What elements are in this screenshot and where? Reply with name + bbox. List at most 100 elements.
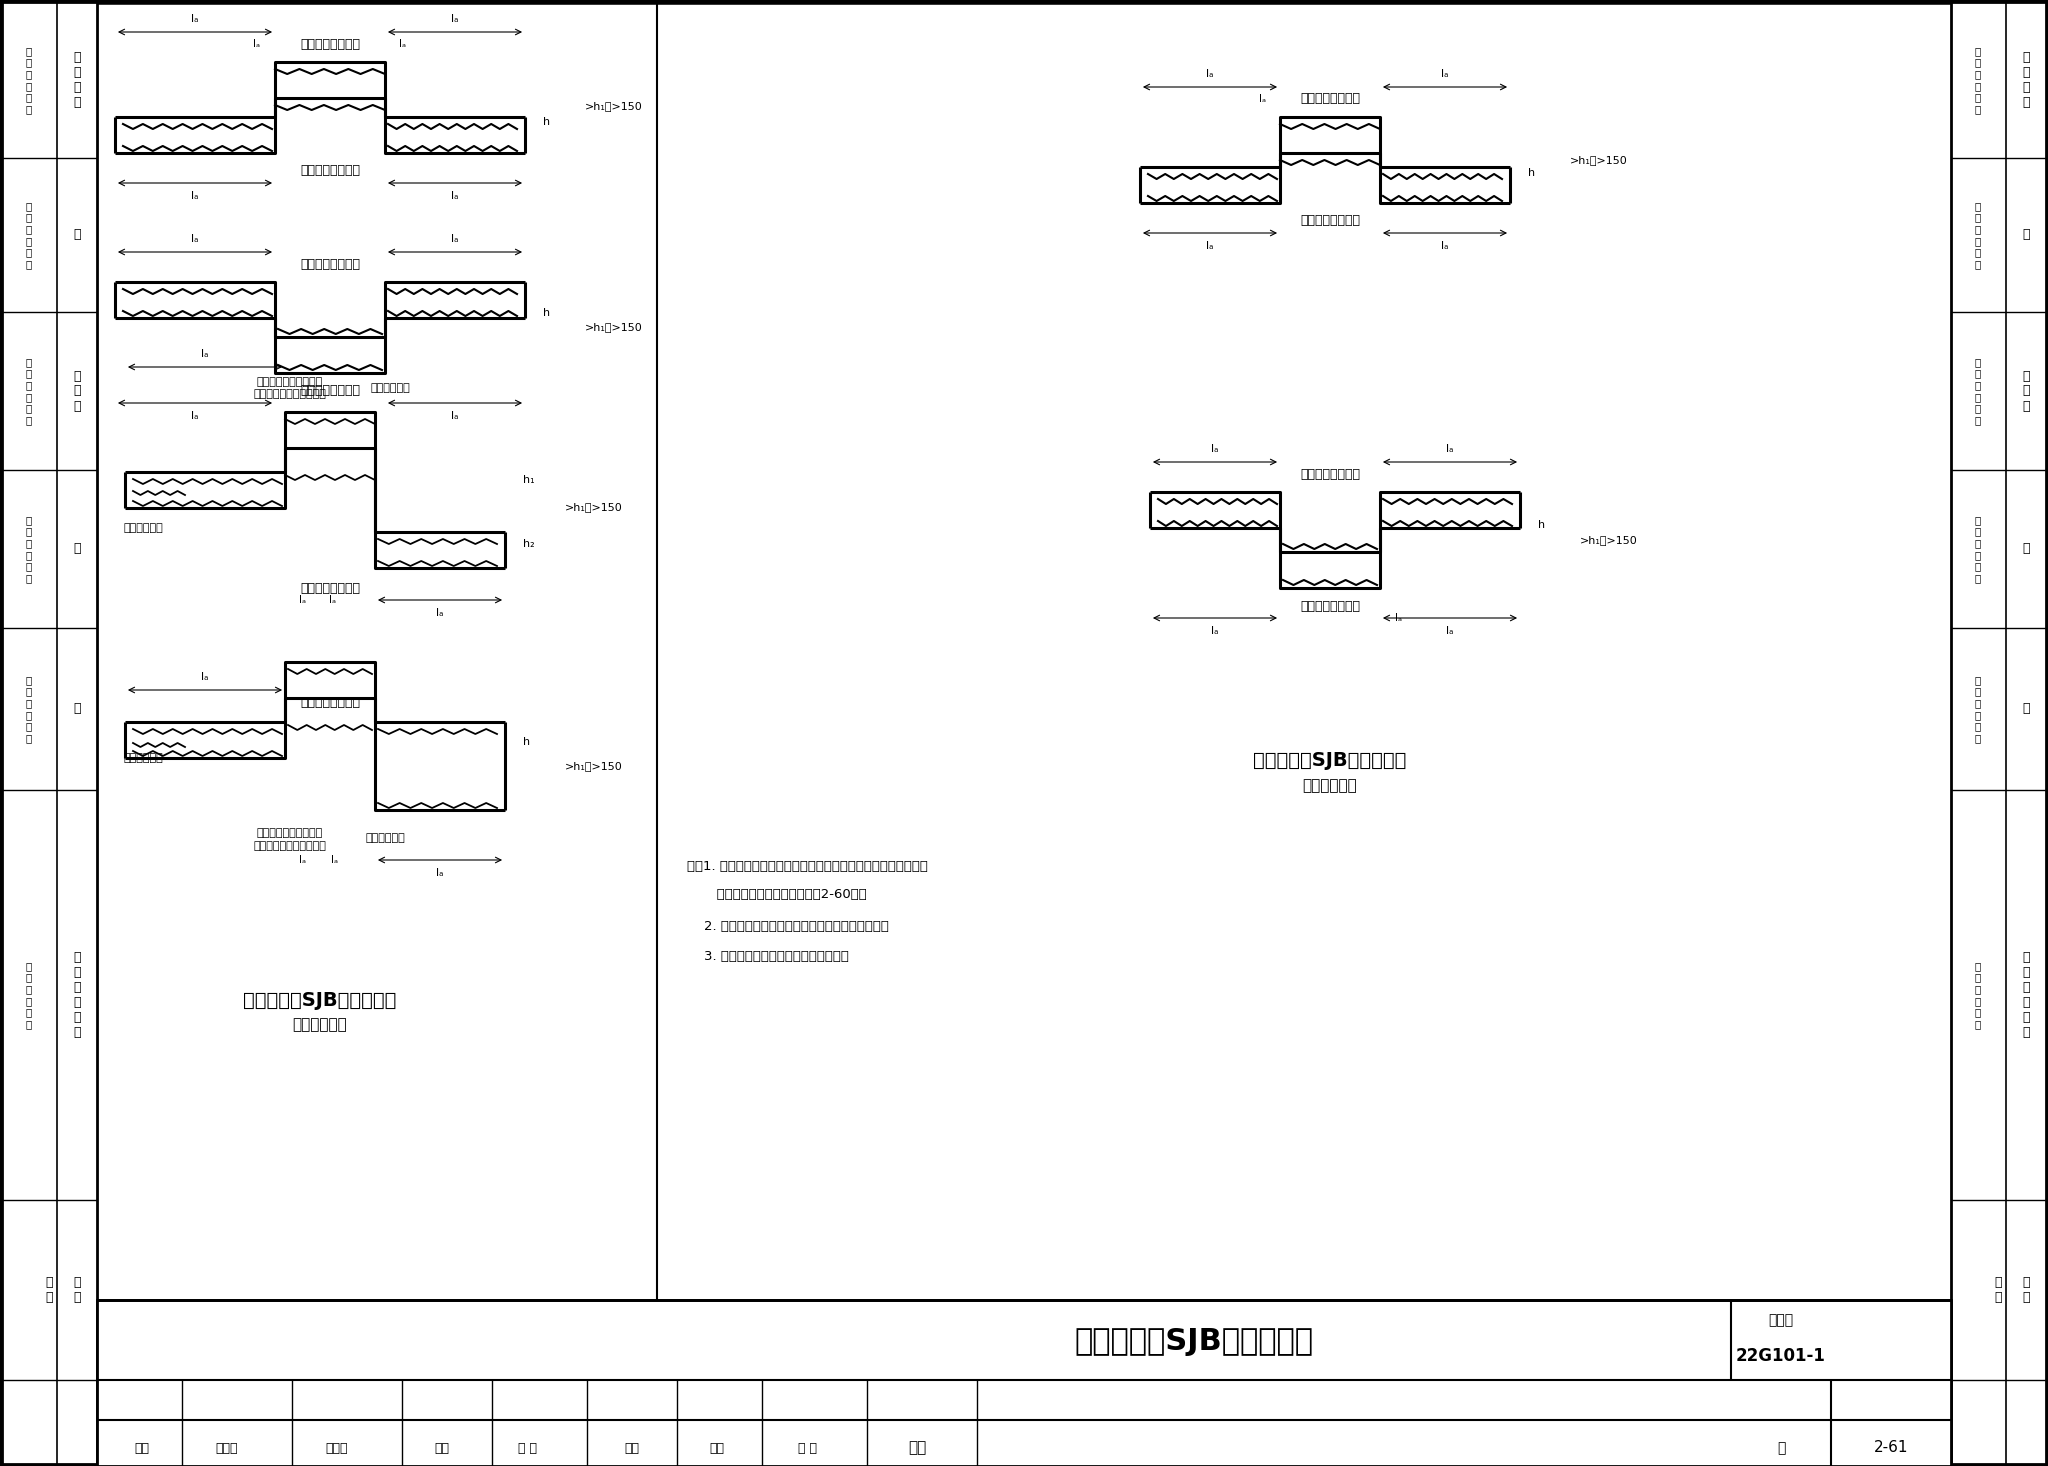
Text: 况，高度大于板厚见本图集第2-60页。: 况，高度大于板厚见本图集第2-60页。 xyxy=(686,888,866,902)
Text: >h₁且>150: >h₁且>150 xyxy=(586,323,643,331)
Text: 剪
力
墙: 剪 力 墙 xyxy=(2021,369,2030,412)
Text: （如不足则需插空补筋）: （如不足则需插空补筋） xyxy=(254,388,326,399)
Text: 梁: 梁 xyxy=(74,542,80,556)
Text: （插空补筋）: （插空补筋） xyxy=(123,754,162,762)
Text: 同板下部同向配筋: 同板下部同向配筋 xyxy=(1300,600,1360,613)
Text: lₐ: lₐ xyxy=(254,40,260,48)
Text: （插空补筋）: （插空补筋） xyxy=(365,833,406,843)
Text: lₐ: lₐ xyxy=(451,410,459,421)
Text: 于成: 于成 xyxy=(625,1441,639,1454)
Text: >h₁且>150: >h₁且>150 xyxy=(565,761,623,771)
Text: h: h xyxy=(1528,169,1536,177)
Text: lₐ: lₐ xyxy=(190,410,199,421)
Text: lₐ: lₐ xyxy=(1210,626,1219,636)
Text: 注：1. 本图构造适用于局部升降板升高与降低的高度小于板厚的情: 注：1. 本图构造适用于局部升降板升高与降低的高度小于板厚的情 xyxy=(686,861,928,872)
Bar xyxy=(2,1,96,1465)
Text: lₐ: lₐ xyxy=(1206,69,1214,79)
Text: 同板下部同向配筋: 同板下部同向配筋 xyxy=(1300,214,1360,227)
Text: lₐ: lₐ xyxy=(1395,613,1401,623)
Text: lₐ: lₐ xyxy=(332,855,338,865)
Text: （侧边为梁）: （侧边为梁） xyxy=(1303,778,1358,793)
Text: 标
准
构
造
详
图: 标 准 构 造 详 图 xyxy=(27,515,33,583)
Text: 剪
力
墙: 剪 力 墙 xyxy=(74,369,80,412)
Text: 同板上部同向配筋: 同板上部同向配筋 xyxy=(299,695,360,708)
Text: 同板下部同向配筋: 同板下部同向配筋 xyxy=(299,164,360,177)
Text: 附
录: 附 录 xyxy=(45,1275,53,1303)
Text: lₐ: lₐ xyxy=(451,15,459,23)
Bar xyxy=(96,1300,1952,1466)
Text: lₐ: lₐ xyxy=(1446,444,1454,454)
Text: lₐ: lₐ xyxy=(1442,69,1448,79)
Text: lₐ: lₐ xyxy=(1260,94,1266,104)
Text: 设计: 设计 xyxy=(709,1441,725,1454)
Text: 附
录: 附 录 xyxy=(74,1275,80,1303)
Text: 标
准
构
造
详
图: 标 准 构 造 详 图 xyxy=(27,962,33,1029)
Text: 标
准
构
造
详
图: 标 准 构 造 详 图 xyxy=(1974,201,1980,268)
Text: （插空补筋）: （插空补筋） xyxy=(371,383,410,393)
Bar xyxy=(1952,1,2046,1465)
Text: 标
准
构
造
详
图: 标 准 构 造 详 图 xyxy=(1974,45,1980,114)
Text: 张品: 张品 xyxy=(907,1441,926,1456)
Text: lₐ: lₐ xyxy=(436,868,444,878)
Text: 吴汉福: 吴汉福 xyxy=(215,1441,238,1454)
Text: lₐ: lₐ xyxy=(190,191,199,201)
Text: 同板上部同向配筋: 同板上部同向配筋 xyxy=(299,38,360,50)
Text: lₐ: lₐ xyxy=(190,235,199,243)
Text: 校对: 校对 xyxy=(434,1441,449,1454)
Text: lₐ: lₐ xyxy=(1210,444,1219,454)
Text: 局部升降板SJB构造（二）: 局部升降板SJB构造（二） xyxy=(1253,751,1407,770)
Text: 2-61: 2-61 xyxy=(1874,1441,1909,1456)
Text: 同板上部同向配筋: 同板上部同向配筋 xyxy=(1300,468,1360,481)
Text: 罗 斌: 罗 斌 xyxy=(518,1441,537,1454)
Text: 标
准
构
造
详
图: 标 准 构 造 详 图 xyxy=(1974,358,1980,425)
Text: 柱: 柱 xyxy=(74,229,80,242)
Text: 标
准
构
造
详
图: 标 准 构 造 详 图 xyxy=(27,45,33,114)
Bar xyxy=(2,790,96,1201)
Bar xyxy=(1952,790,2046,1201)
Text: lₐ: lₐ xyxy=(299,595,307,605)
Text: （插空补筋）: （插空补筋） xyxy=(123,523,162,534)
Text: 标
准
构
造
详
图: 标 准 构 造 详 图 xyxy=(27,201,33,268)
Text: lₐ: lₐ xyxy=(190,15,199,23)
Text: >h₁且>150: >h₁且>150 xyxy=(565,501,623,512)
Text: 局部升降板SJB构造（二）: 局部升降板SJB构造（二） xyxy=(1075,1328,1313,1356)
Text: 不小于板下部同向配筋: 不小于板下部同向配筋 xyxy=(256,828,324,839)
Text: lₐ: lₐ xyxy=(299,855,307,865)
Text: 宋 昭: 宋 昭 xyxy=(797,1441,817,1454)
Text: h₁: h₁ xyxy=(522,475,535,485)
Text: （板中升降）: （板中升降） xyxy=(293,1017,348,1032)
Text: 柱: 柱 xyxy=(2021,229,2030,242)
Text: lₐ: lₐ xyxy=(1442,240,1448,251)
Text: 22G101-1: 22G101-1 xyxy=(1737,1347,1827,1365)
Text: 其
他
相
关
构
造: 其 他 相 关 构 造 xyxy=(74,951,80,1039)
Text: >h₁且>150: >h₁且>150 xyxy=(1571,155,1628,166)
Text: 同板下部同向配筋: 同板下部同向配筋 xyxy=(299,384,360,397)
Text: 标
准
构
造
详
图: 标 准 构 造 详 图 xyxy=(27,674,33,743)
Text: lₐ: lₐ xyxy=(451,235,459,243)
Text: lₐ: lₐ xyxy=(436,608,444,619)
Text: 同板下部同向配筋: 同板下部同向配筋 xyxy=(299,582,360,595)
Text: 3. 本图构造同样适用于狭长沟状降板。: 3. 本图构造同样适用于狭长沟状降板。 xyxy=(686,950,848,963)
Text: 同板上部同向配筋: 同板上部同向配筋 xyxy=(299,258,360,271)
Text: h: h xyxy=(1538,520,1544,531)
Text: lₐ: lₐ xyxy=(451,191,459,201)
Text: 页: 页 xyxy=(1778,1441,1786,1454)
Text: 标
准
构
造
详
图: 标 准 构 造 详 图 xyxy=(1974,962,1980,1029)
Text: 审核: 审核 xyxy=(135,1441,150,1454)
Text: h₂: h₂ xyxy=(522,539,535,548)
Text: 板: 板 xyxy=(74,702,80,715)
Text: h: h xyxy=(543,308,551,318)
Text: 标
准
构
造
详
图: 标 准 构 造 详 图 xyxy=(1974,515,1980,583)
Text: lₐ: lₐ xyxy=(1446,626,1454,636)
Text: 一
般
构
造: 一 般 构 造 xyxy=(2021,51,2030,108)
Text: 一
般
构
造: 一 般 构 造 xyxy=(74,51,80,108)
Text: 局部升降板SJB构造（二）: 局部升降板SJB构造（二） xyxy=(244,991,397,1010)
Text: lₐ: lₐ xyxy=(201,349,209,359)
Text: 附
录: 附 录 xyxy=(1995,1275,2001,1303)
Text: 其
他
相
关
构
造: 其 他 相 关 构 造 xyxy=(2021,951,2030,1039)
Text: 同板上部同向配筋: 同板上部同向配筋 xyxy=(1300,92,1360,106)
Text: h: h xyxy=(543,117,551,128)
Text: 不小于板上部同向配筋: 不小于板上部同向配筋 xyxy=(256,377,324,387)
Text: h: h xyxy=(522,737,530,748)
Text: （如不足则需插空补筋）: （如不足则需插空补筋） xyxy=(254,841,326,850)
